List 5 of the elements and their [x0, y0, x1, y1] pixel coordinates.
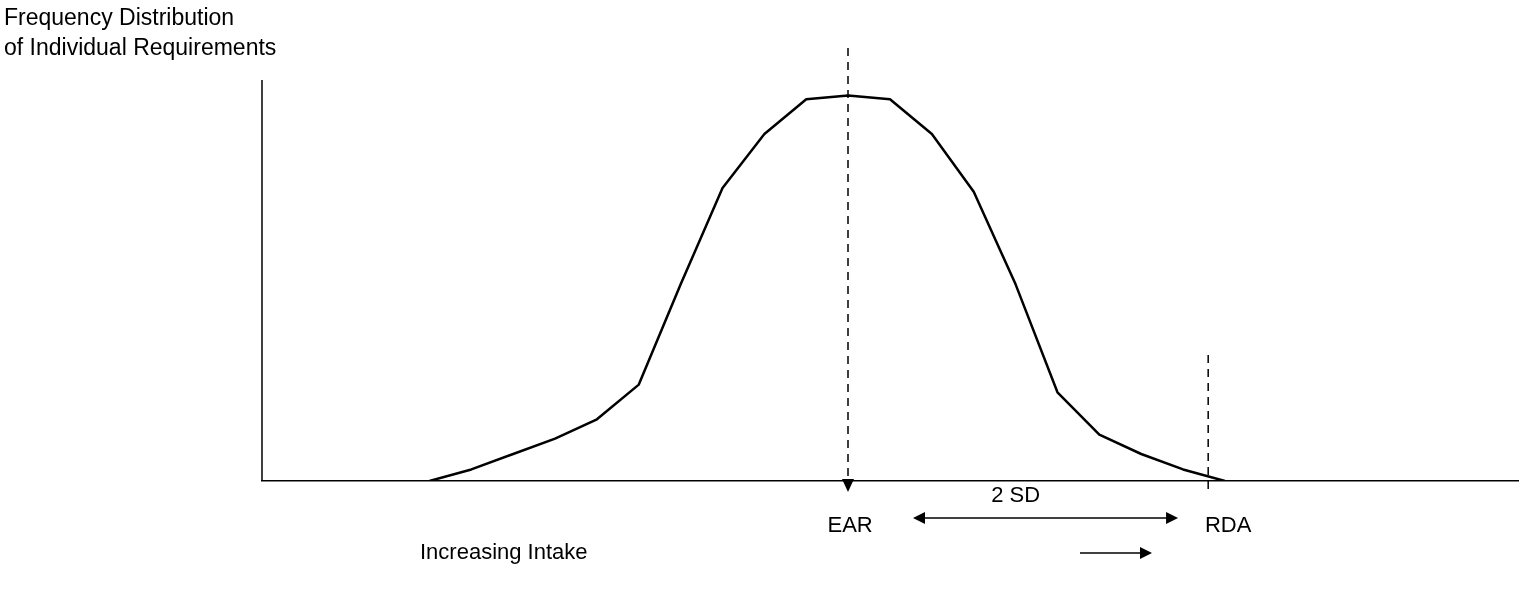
text: RDA [1204, 512, 1252, 538]
text: EAR [827, 512, 873, 538]
y-axis-title: Frequency Distribution of Individual Requirements [4, 3, 277, 62]
x-axis-title: Increasing Intake [420, 539, 588, 565]
text: 2 SD [991, 482, 1041, 508]
